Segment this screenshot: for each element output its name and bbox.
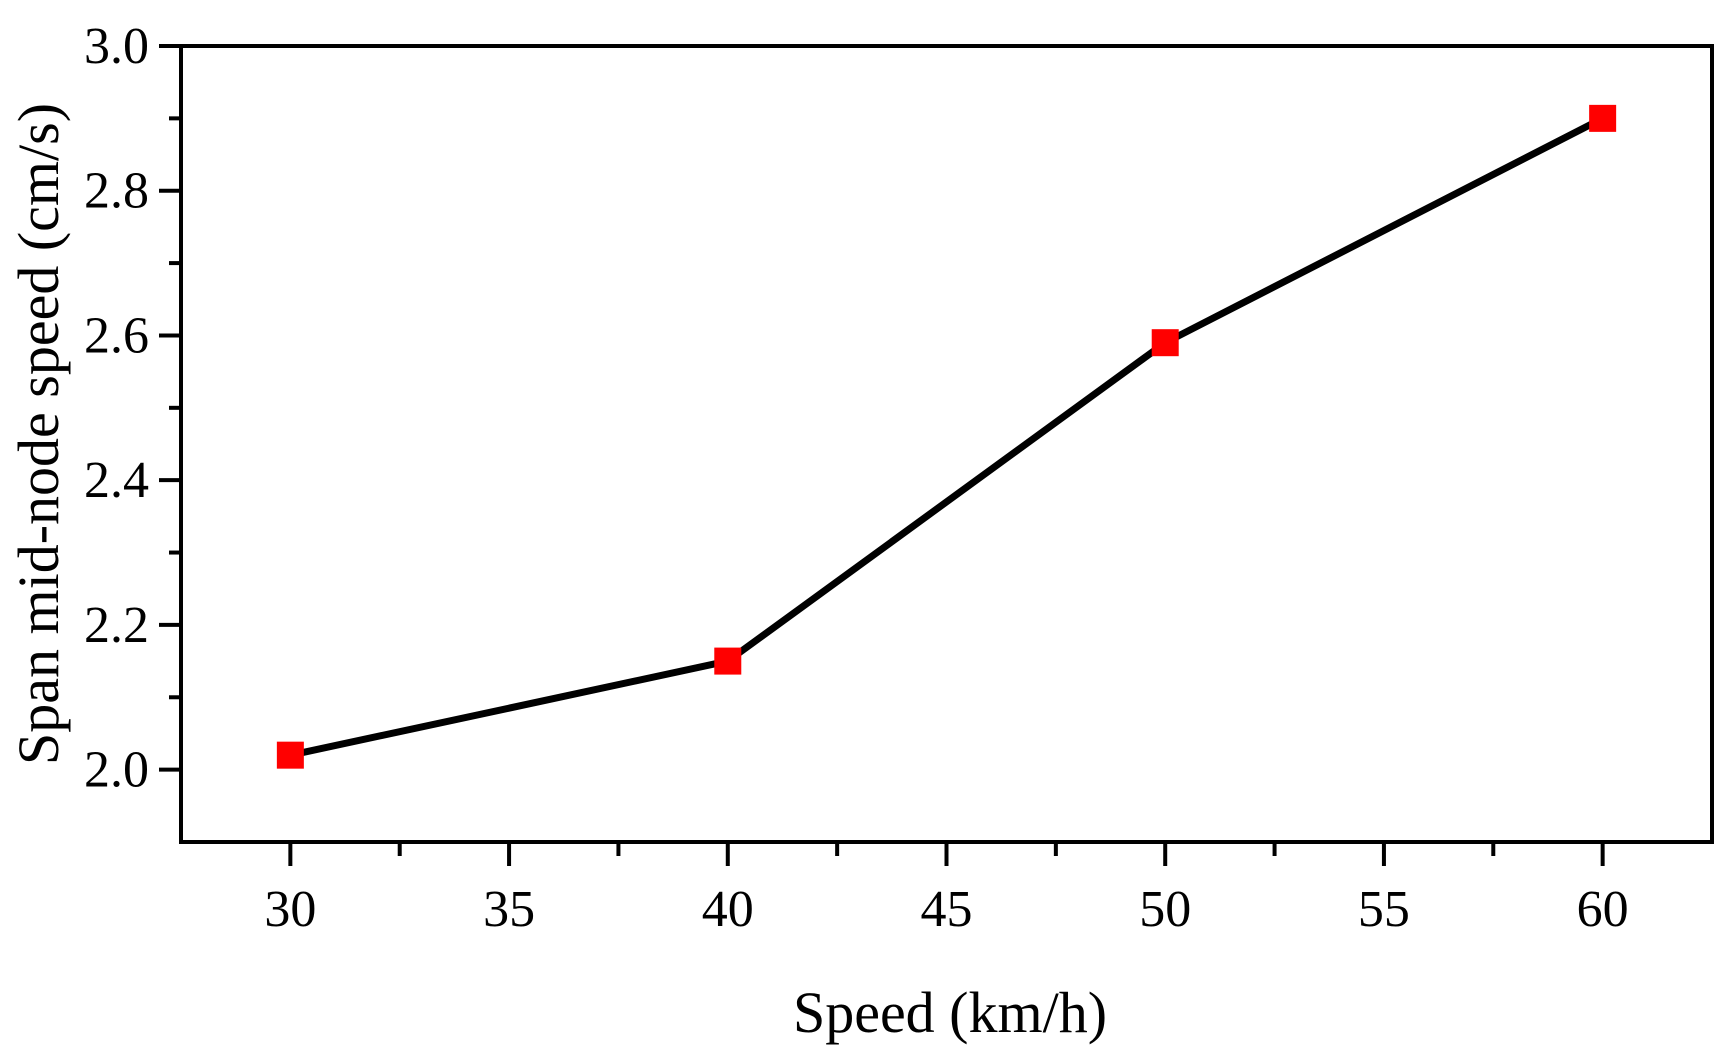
y-axis-title: Span mid-node speed (cm/s) — [6, 103, 71, 765]
y-tick-label: 2.4 — [84, 452, 149, 509]
data-point-marker — [276, 741, 304, 769]
x-tick-label: 50 — [1139, 881, 1191, 938]
x-tick-label: 45 — [921, 881, 973, 938]
data-point-marker — [1589, 104, 1617, 132]
y-tick-label: 2.8 — [84, 163, 149, 220]
x-tick-label: 35 — [483, 881, 535, 938]
x-tick-label: 40 — [702, 881, 754, 938]
x-tick-label: 30 — [264, 881, 316, 938]
x-tick-label: 55 — [1358, 881, 1410, 938]
y-tick-label: 3.0 — [84, 18, 149, 75]
data-point-marker — [1151, 329, 1179, 357]
y-tick-label: 2.2 — [84, 597, 149, 654]
x-axis-title: Speed (km/h) — [793, 980, 1107, 1045]
y-tick-label: 2.0 — [84, 742, 149, 799]
plot-area-frame — [179, 44, 1714, 844]
x-tick-label: 60 — [1577, 881, 1629, 938]
y-tick-label: 2.6 — [84, 307, 149, 364]
series-line — [286, 114, 1607, 759]
data-point-marker — [714, 647, 742, 675]
